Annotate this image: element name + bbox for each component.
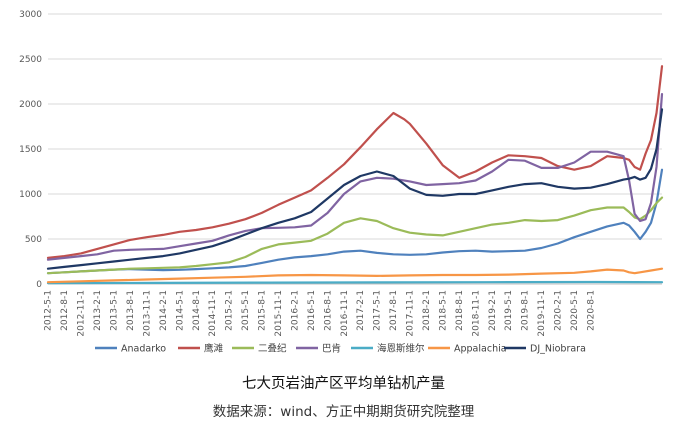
x-tick-label: 2015-11-1 — [274, 290, 284, 337]
y-tick-label: 1500 — [19, 145, 42, 155]
series-line-0 — [46, 168, 664, 275]
legend-label-1: 鹰滩 — [204, 343, 224, 355]
legend: Anadarko 鹰滩 二叠纪 巴肯 海恩斯维尔 Appalachia DJ_Niobrar… — [95, 343, 586, 355]
series-line-5 — [46, 267, 664, 284]
y-axis-ticks: 0 500 1000 1500 2000 2500 3000 — [19, 10, 42, 290]
x-tick-label: 2019-5-1 — [504, 290, 514, 331]
x-tick-label: 2016-2-1 — [290, 290, 300, 331]
x-tick-label: 2013-2-1 — [93, 290, 103, 331]
legend-label-4: 海恩斯维尔 — [377, 343, 425, 355]
x-tick-label: 2015-8-1 — [258, 290, 268, 331]
legend-label-2: 二叠纪 — [258, 343, 287, 355]
x-tick-label: 2020-8-1 — [586, 290, 596, 331]
y-tick-label: 2500 — [19, 55, 42, 65]
y-tick-label: 0 — [36, 280, 42, 290]
x-tick-label: 2019-8-1 — [521, 290, 531, 331]
x-tick-label: 2017-5-1 — [373, 290, 383, 331]
x-tick-label: 2017-8-1 — [389, 290, 399, 331]
line-chart: 0 500 1000 1500 2000 2500 3000 2012-5-1 2012-8-… — [19, 10, 664, 355]
x-tick-label: 2016-8-1 — [323, 290, 333, 331]
x-tick-label: 2018-8-1 — [455, 290, 465, 331]
legend-label-0: Anadarko — [121, 344, 166, 355]
x-tick-label: 2020-5-1 — [570, 290, 580, 331]
x-tick-label: 2019-11-1 — [537, 290, 547, 337]
series-line-2 — [46, 196, 664, 275]
series-lines — [46, 65, 664, 285]
legend-label-6: DJ_Niobrara — [530, 344, 586, 355]
x-tick-label: 2019-2-1 — [488, 290, 498, 331]
x-tick-label: 2020-2-1 — [554, 290, 564, 331]
x-tick-label: 2015-5-1 — [241, 290, 251, 331]
y-tick-label: 2000 — [19, 100, 42, 110]
x-tick-label: 2013-5-1 — [110, 290, 120, 331]
y-tick-label: 1000 — [19, 190, 42, 200]
x-tick-label: 2018-2-1 — [422, 290, 432, 331]
chart-caption-source: 数据来源：wind、方正中期期货研究院整理 — [212, 404, 475, 420]
x-tick-label: 2012-5-1 — [44, 290, 54, 331]
x-axis-ticks: 2012-5-1 2012-8-1 2012-11-1 2013-2-1 2013-5-… — [44, 290, 597, 337]
series-line-1 — [46, 65, 664, 259]
gridlines — [48, 13, 662, 285]
x-tick-label: 2013-8-1 — [126, 290, 136, 331]
chart-caption-title: 七大页岩油产区平均单钻机产量 — [242, 376, 445, 392]
series-line-3 — [46, 93, 664, 261]
y-tick-label: 3000 — [19, 10, 42, 20]
x-tick-label: 2015-2-1 — [225, 290, 235, 331]
x-tick-label: 2016-5-1 — [307, 290, 317, 331]
x-tick-label: 2012-11-1 — [77, 290, 87, 337]
x-tick-label: 2013-11-1 — [142, 290, 152, 337]
x-tick-label: 2014-2-1 — [159, 290, 169, 331]
x-tick-label: 2012-8-1 — [60, 290, 70, 331]
x-tick-label: 2018-5-1 — [438, 290, 448, 331]
series-line-6 — [46, 108, 664, 270]
x-tick-label: 2014-5-1 — [175, 290, 185, 331]
x-tick-label: 2018-11-1 — [471, 290, 481, 337]
legend-label-3: 巴肯 — [322, 343, 341, 355]
series-line-4 — [46, 280, 664, 285]
x-tick-label: 2014-11-1 — [208, 290, 218, 337]
x-tick-label: 2016-11-1 — [340, 290, 350, 337]
x-tick-label: 2017-11-1 — [406, 290, 416, 337]
legend-label-5: Appalachia — [454, 344, 507, 355]
x-tick-label: 2017-2-1 — [356, 290, 366, 331]
y-tick-label: 500 — [25, 235, 42, 245]
x-tick-label: 2014-8-1 — [192, 290, 202, 331]
